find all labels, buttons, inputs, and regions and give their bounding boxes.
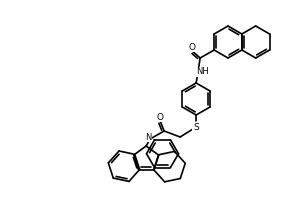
Text: O: O bbox=[157, 112, 164, 121]
Text: N: N bbox=[145, 132, 151, 142]
Text: NH: NH bbox=[196, 68, 208, 76]
Text: S: S bbox=[193, 122, 199, 132]
Text: O: O bbox=[189, 43, 196, 51]
